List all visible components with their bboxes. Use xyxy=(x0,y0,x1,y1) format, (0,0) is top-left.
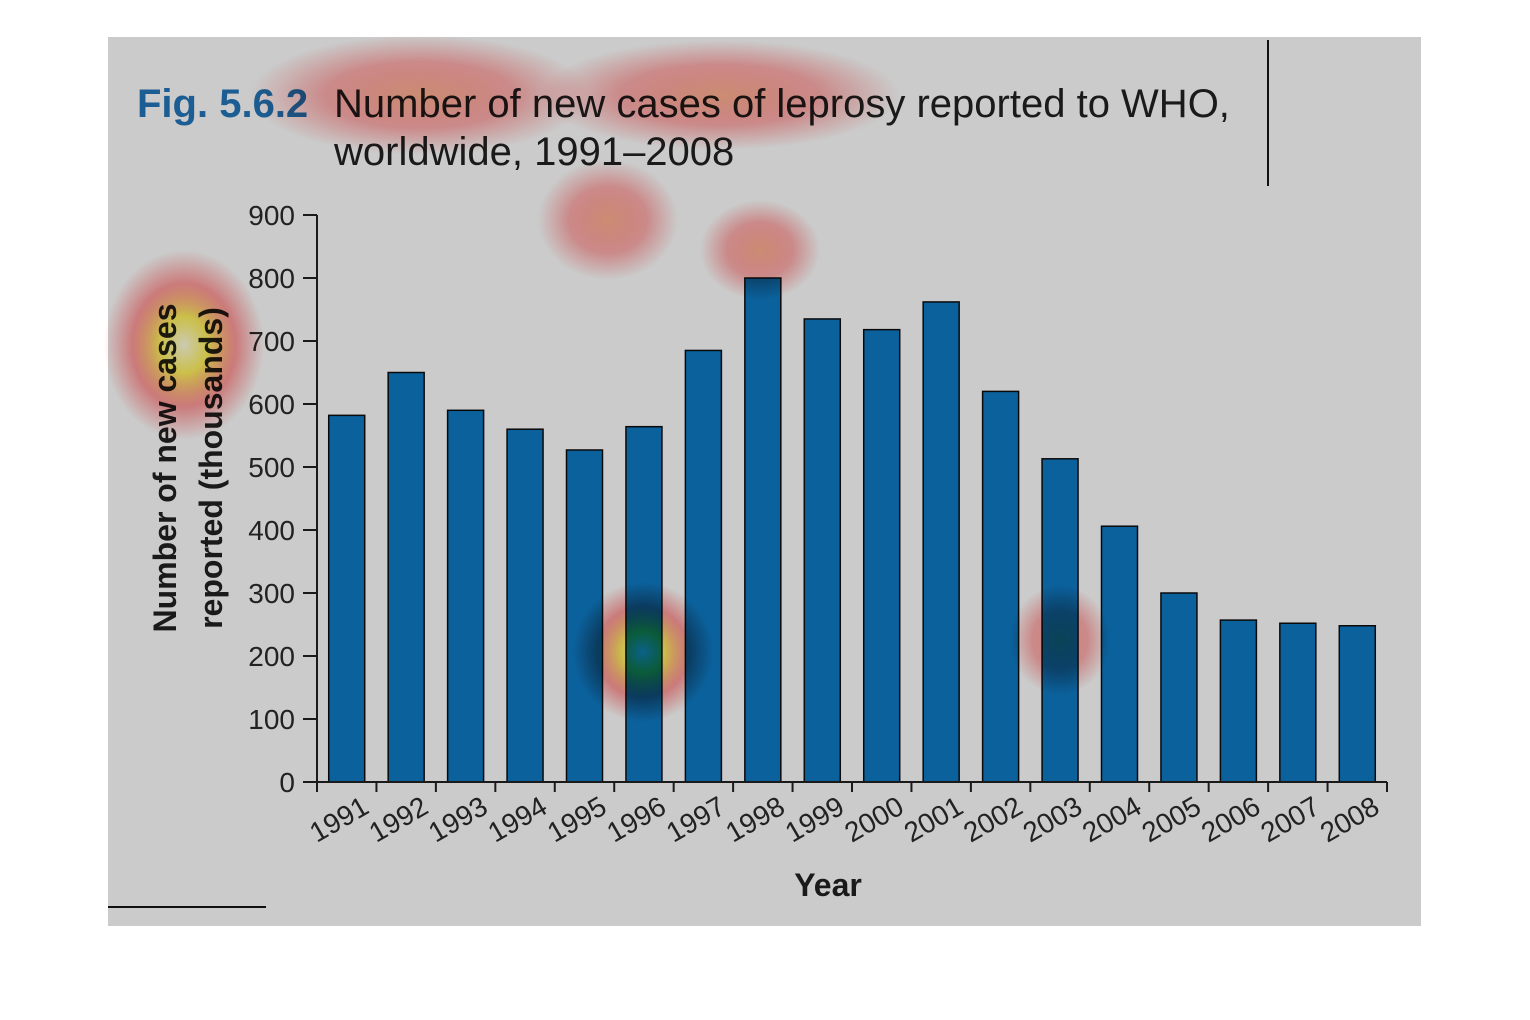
y-tick-label: 500 xyxy=(248,452,295,483)
x-tick-label: 1996 xyxy=(601,790,670,848)
bar-2005 xyxy=(1160,592,1198,783)
x-ticks-group: 1991199219931994199519961997199819992000… xyxy=(304,782,1388,848)
y-tick-label: 400 xyxy=(248,515,295,546)
bar-1993 xyxy=(446,409,485,783)
heatmap-blob xyxy=(573,582,713,722)
y-tick-label: 200 xyxy=(248,641,295,672)
heatmap-blob xyxy=(1010,585,1110,695)
y-tick-label: 100 xyxy=(248,704,295,735)
y-tick-label: 600 xyxy=(248,389,295,420)
x-tick-label: 1992 xyxy=(364,790,433,848)
x-tick-label: 2002 xyxy=(958,790,1027,848)
x-tick-label: 2004 xyxy=(1077,790,1146,848)
bar-2000 xyxy=(862,328,901,783)
bar-1994 xyxy=(506,428,544,783)
bar-1997 xyxy=(684,349,723,783)
heatmap-blob xyxy=(250,35,590,155)
y-tick-label: 800 xyxy=(248,263,295,294)
x-tick-label: 2000 xyxy=(839,790,908,848)
x-tick-label: 2007 xyxy=(1255,790,1324,848)
x-tick-label: 2008 xyxy=(1315,790,1384,848)
bars-group xyxy=(327,277,1377,783)
bar-1992 xyxy=(387,371,425,783)
horizontal-rule xyxy=(108,906,266,908)
x-axis-title: Year xyxy=(794,867,862,903)
x-tick-label: 1997 xyxy=(661,790,730,848)
x-tick-label: 2005 xyxy=(1136,790,1205,848)
bar-1991 xyxy=(327,414,366,783)
x-tick-label: 2006 xyxy=(1196,790,1265,848)
bar-2007 xyxy=(1279,622,1317,783)
y-tick-label: 0 xyxy=(279,767,295,798)
heatmap-blob xyxy=(540,40,900,150)
heatmap-blob xyxy=(700,200,820,300)
bar-2001 xyxy=(922,301,960,783)
attention-heatmap-overlay xyxy=(104,35,1110,722)
heatmap-blob xyxy=(538,160,678,280)
bar-1999 xyxy=(803,318,842,783)
y-tick-label: 300 xyxy=(248,578,295,609)
x-tick-label: 2003 xyxy=(1018,790,1087,848)
x-tick-label: 2001 xyxy=(899,790,968,848)
bar-1998 xyxy=(744,277,782,783)
vertical-rule xyxy=(1267,40,1269,186)
x-tick-label: 1995 xyxy=(542,790,611,848)
heatmap-blob xyxy=(104,250,264,440)
x-tick-label: 1999 xyxy=(780,790,849,848)
x-tick-label: 1991 xyxy=(304,790,373,848)
bar-2002 xyxy=(981,390,1020,783)
bar-2008 xyxy=(1338,625,1377,783)
y-tick-label: 900 xyxy=(248,200,295,231)
bar-2006 xyxy=(1219,619,1258,783)
x-tick-label: 1998 xyxy=(720,790,789,848)
x-tick-label: 1994 xyxy=(483,790,552,848)
x-tick-label: 1993 xyxy=(423,790,492,848)
